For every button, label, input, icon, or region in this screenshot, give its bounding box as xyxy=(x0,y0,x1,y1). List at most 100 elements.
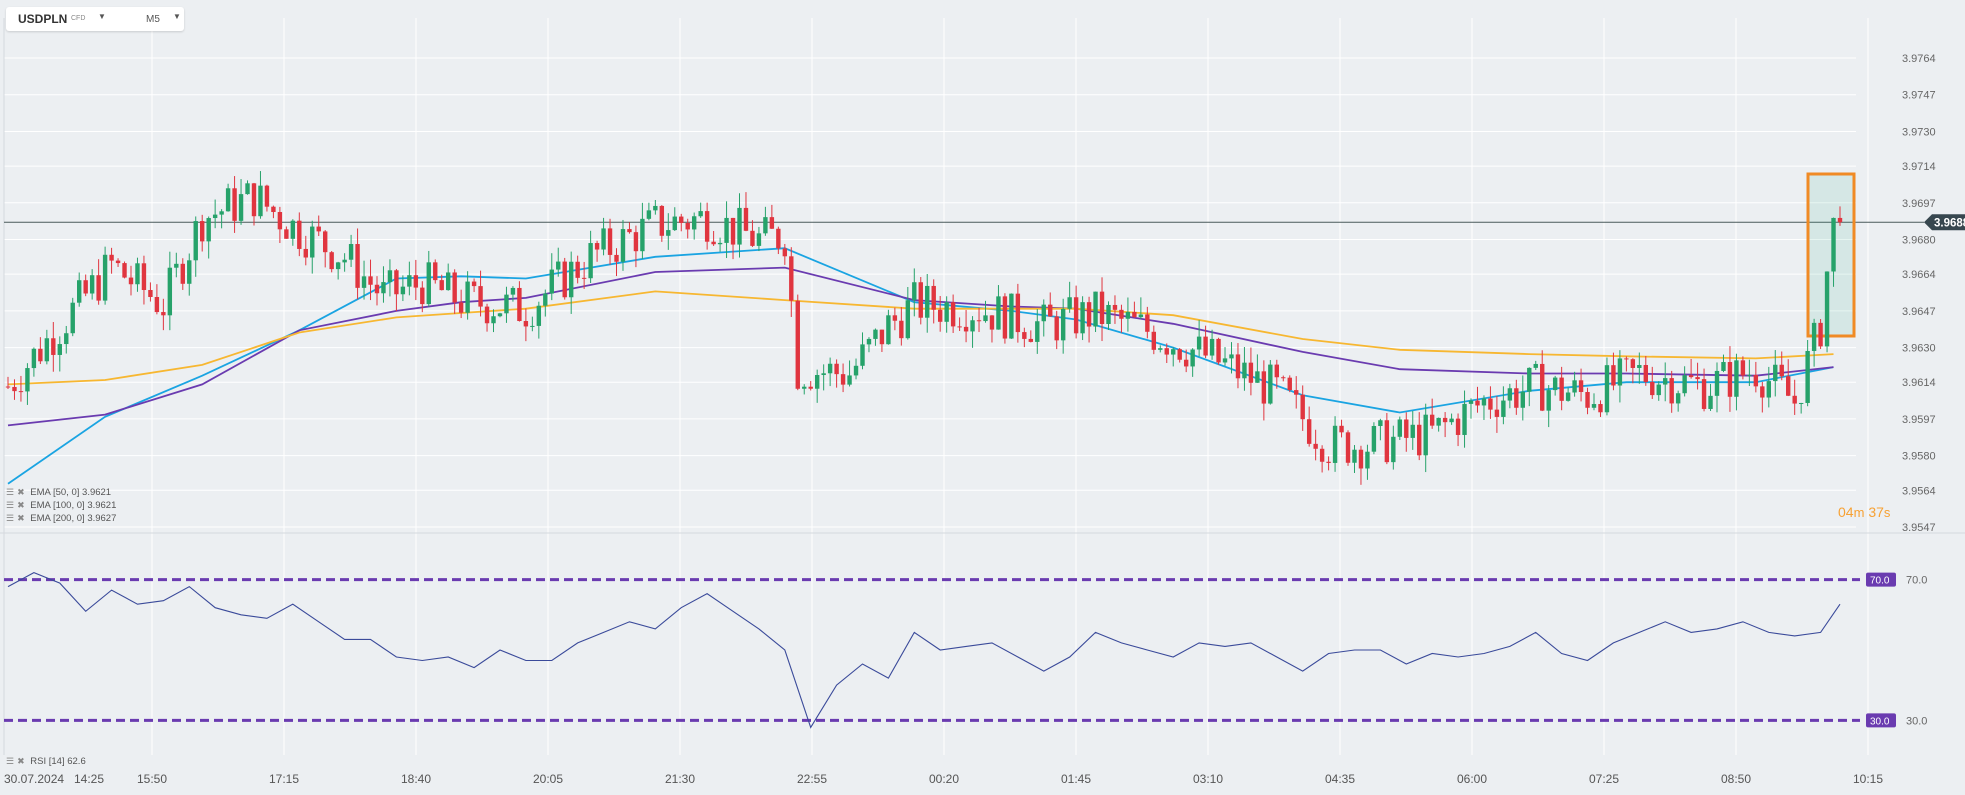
candle-body xyxy=(1268,364,1273,404)
candle-body xyxy=(627,229,632,233)
candle-body xyxy=(549,269,554,294)
candle-body xyxy=(225,188,231,212)
candle-body xyxy=(1216,338,1221,363)
candle-body xyxy=(905,300,911,339)
time-tick-label: 17:15 xyxy=(269,772,299,786)
close-icon[interactable]: ✖ xyxy=(17,756,25,766)
candle-body xyxy=(1242,362,1247,379)
legend-ema100[interactable]: ☰ ✖ EMA [100, 0] 3.9621 xyxy=(6,500,116,511)
ema100-value: 3.9621 xyxy=(87,500,117,511)
candle-body xyxy=(853,365,859,376)
settings-icon[interactable]: ☰ xyxy=(6,756,15,766)
candle-body xyxy=(1811,322,1817,351)
candle-body xyxy=(1462,403,1467,435)
candle-body xyxy=(899,320,904,339)
price-tick-label: 3.9630 xyxy=(1902,343,1936,355)
candle-body xyxy=(1384,420,1390,463)
candle-body xyxy=(1540,363,1545,411)
legend-ema50[interactable]: ☰ ✖ EMA [50, 0] 3.9621 xyxy=(6,487,111,498)
current-price-label: 3.9688 xyxy=(1934,217,1965,229)
candle-body xyxy=(96,275,101,301)
settings-icon[interactable]: ☰ xyxy=(6,487,15,497)
candle-body xyxy=(1481,398,1487,406)
chevron-down-icon[interactable]: ▼ xyxy=(98,12,106,21)
candle-body xyxy=(407,275,412,287)
candle-body xyxy=(659,205,665,236)
candle-body xyxy=(1475,400,1480,406)
candle-body xyxy=(128,277,134,285)
candle-body xyxy=(646,210,652,219)
settings-icon[interactable]: ☰ xyxy=(6,500,15,510)
candle-body xyxy=(38,348,43,362)
settings-icon[interactable]: ☰ xyxy=(6,513,15,523)
candle-body xyxy=(756,233,762,246)
candle-body xyxy=(1132,311,1137,318)
candle-body xyxy=(1145,314,1150,332)
time-tick-label: 21:30 xyxy=(665,772,695,786)
candle-body xyxy=(251,183,257,217)
close-icon[interactable]: ✖ xyxy=(17,487,25,497)
candle-body xyxy=(802,386,807,389)
time-tick-label: 06:00 xyxy=(1457,772,1487,786)
symbol-selector[interactable]: USDPLN CFD ▼ M5 ▼ xyxy=(6,7,184,31)
candle-body xyxy=(238,194,244,221)
rsi-level-badge xyxy=(1866,713,1896,728)
candle-body xyxy=(258,185,263,217)
candle-body xyxy=(808,386,813,389)
candle-body xyxy=(374,284,380,294)
candle-body xyxy=(1093,291,1098,327)
candle-body xyxy=(892,315,898,321)
candle-body xyxy=(323,231,328,253)
candle-body xyxy=(1391,436,1396,463)
candle-body xyxy=(925,285,930,318)
close-icon[interactable]: ✖ xyxy=(17,500,25,510)
candle-body xyxy=(562,261,567,298)
time-tick-label: 15:50 xyxy=(137,772,167,786)
candle-body xyxy=(1669,378,1674,404)
candle-body xyxy=(711,241,716,245)
candle-body xyxy=(1371,426,1377,452)
candle-body xyxy=(1067,297,1072,309)
legend-ema200[interactable]: ☰ ✖ EMA [200, 0] 3.9627 xyxy=(6,513,116,524)
candle-body xyxy=(465,281,470,313)
candle-body xyxy=(232,188,237,221)
candle-body xyxy=(989,315,995,330)
candle-body xyxy=(1663,378,1668,385)
candle-body xyxy=(1397,419,1403,437)
candle-body xyxy=(1028,338,1034,342)
candle-body xyxy=(666,230,671,236)
candle-body xyxy=(776,228,781,249)
candle-body xyxy=(1488,398,1493,410)
price-tick-label: 3.9547 xyxy=(1902,522,1936,534)
legend-rsi[interactable]: ☰ ✖ RSI [14] 62.6 xyxy=(6,756,86,767)
candle-body xyxy=(1494,409,1500,417)
current-price-badge xyxy=(1924,214,1965,231)
candle-body xyxy=(445,272,451,291)
candle-body xyxy=(51,338,56,355)
candle-body xyxy=(264,185,270,207)
candle-body xyxy=(329,252,334,270)
chevron-down-icon[interactable]: ▼ xyxy=(173,12,181,21)
candle-body xyxy=(1779,364,1784,377)
candle-body xyxy=(1086,302,1092,327)
candle-body xyxy=(1073,297,1079,334)
candle-body xyxy=(1559,377,1564,401)
candle-body xyxy=(750,230,755,246)
rsi-tick-label: 30.0 xyxy=(1906,715,1927,727)
candle-body xyxy=(1196,336,1202,350)
candle-body xyxy=(1410,424,1415,438)
ema200-value: 3.9627 xyxy=(87,513,117,524)
close-icon[interactable]: ✖ xyxy=(17,513,25,523)
timeframe-label[interactable]: M5 xyxy=(146,14,160,25)
candle-body xyxy=(1352,449,1357,463)
candle-body xyxy=(1417,424,1422,456)
candle-body xyxy=(1682,375,1687,394)
candle-body xyxy=(1022,332,1027,339)
candle-body xyxy=(1747,374,1752,376)
candle-body xyxy=(1701,379,1707,409)
price-tick-label: 3.9597 xyxy=(1902,414,1936,426)
candle-body xyxy=(1468,400,1474,404)
candle-body xyxy=(1125,311,1131,319)
candle-body xyxy=(1203,336,1208,356)
